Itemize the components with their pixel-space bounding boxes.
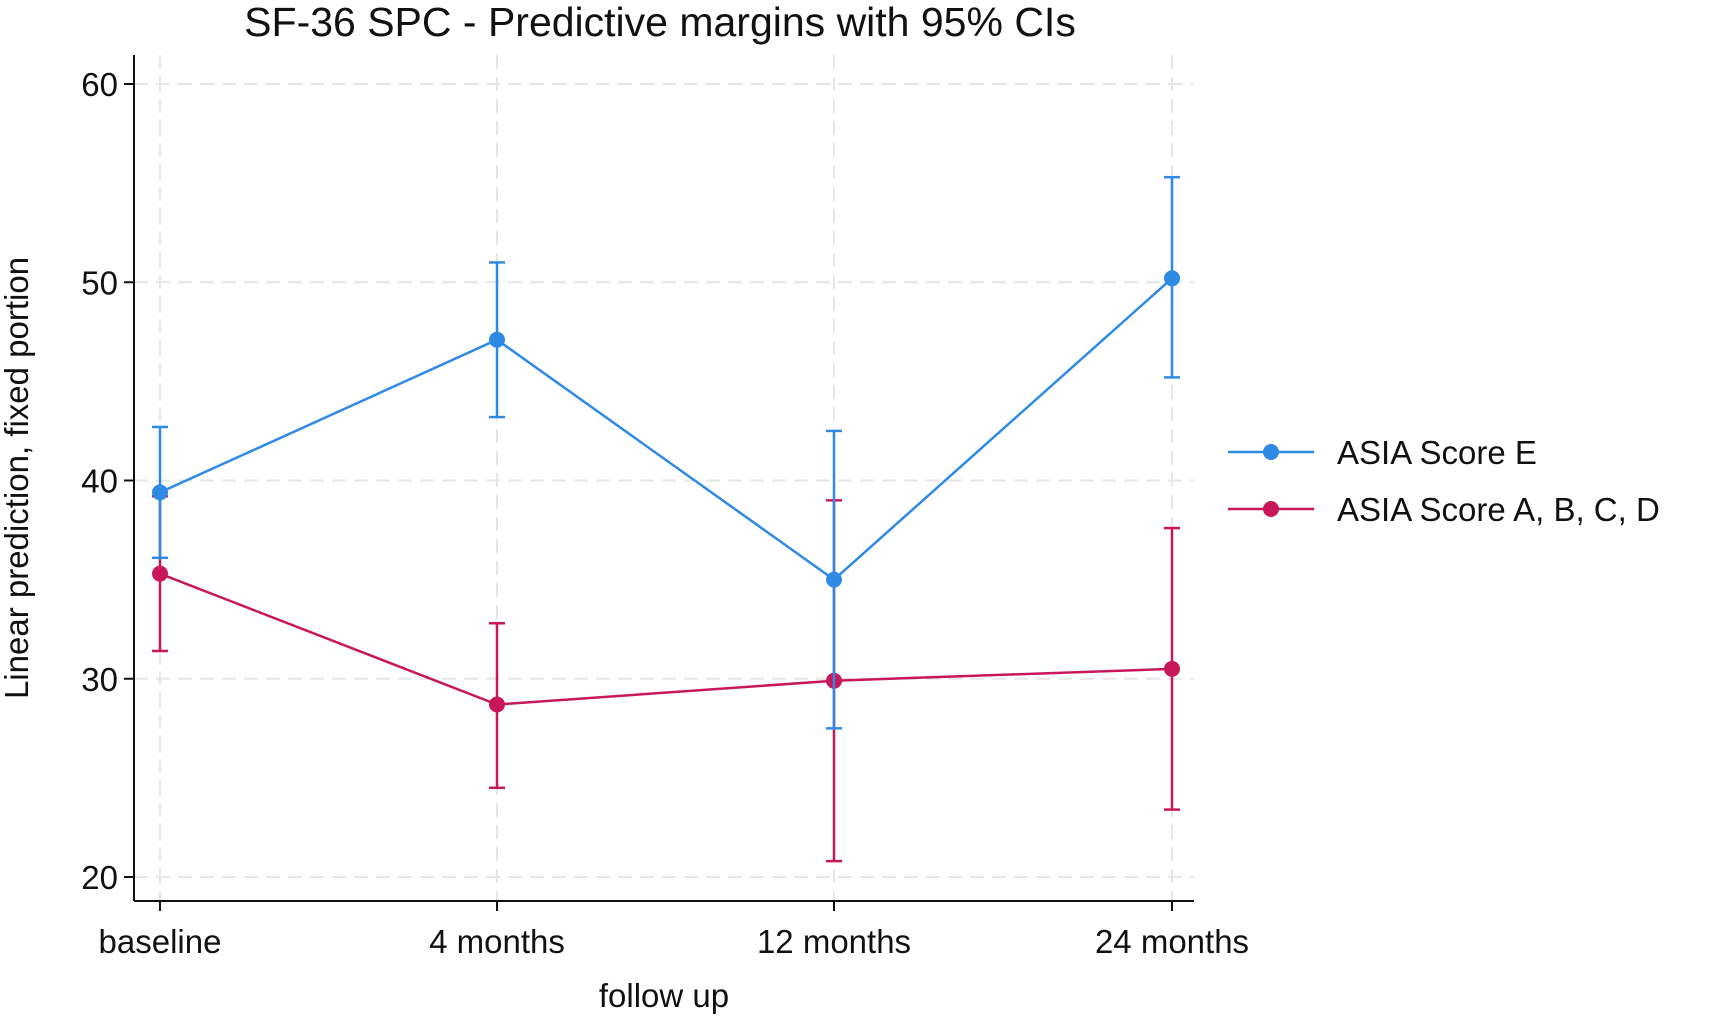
x-tick-label-0: baseline bbox=[99, 923, 222, 960]
x-axis-label: follow up bbox=[599, 977, 729, 1014]
legend-label-1: ASIA Score A, B, C, D bbox=[1337, 491, 1660, 528]
data-point-s1-0 bbox=[152, 565, 168, 582]
data-point-s0-2 bbox=[826, 571, 842, 588]
y-tick-label-1: 30 bbox=[81, 661, 118, 698]
y-tick-label-2: 40 bbox=[81, 463, 118, 500]
data-point-s1-1 bbox=[489, 696, 505, 713]
series-0 bbox=[152, 175, 1180, 730]
series-line-0 bbox=[159, 277, 1173, 582]
grid-layer bbox=[134, 55, 1194, 901]
y-tick-label-3: 50 bbox=[81, 264, 118, 301]
y-tick-label-4: 60 bbox=[81, 66, 118, 103]
x-tick-label-3: 24 months bbox=[1095, 923, 1249, 960]
y-axis-label: Linear prediction, fixed portion bbox=[0, 257, 35, 699]
y-tick-label-0: 20 bbox=[81, 859, 118, 896]
x-tick-label-1: 4 months bbox=[429, 923, 565, 960]
x-tick-label-2: 12 months bbox=[757, 923, 911, 960]
legend-item-0: ASIA Score E bbox=[1228, 434, 1537, 471]
legend: ASIA Score E ASIA Score A, B, C, D bbox=[1228, 434, 1660, 528]
axes-layer: 20 30 40 50 60 baseline 4 months 12 months 24 mo… bbox=[81, 55, 1249, 960]
data-point-s0-1 bbox=[489, 331, 505, 348]
chart-title: SF-36 SPC - Predictive margins with 95% … bbox=[244, 0, 1076, 45]
data-point-s1-3 bbox=[1164, 660, 1180, 677]
series-line-1 bbox=[159, 572, 1173, 706]
data-point-s0-0 bbox=[152, 484, 168, 501]
series-layer bbox=[152, 175, 1180, 863]
legend-label-0: ASIA Score E bbox=[1337, 434, 1537, 471]
data-point-s0-3 bbox=[1164, 270, 1180, 287]
legend-item-1: ASIA Score A, B, C, D bbox=[1228, 491, 1660, 528]
legend-marker-0 bbox=[1263, 444, 1279, 460]
legend-marker-1 bbox=[1263, 501, 1279, 517]
